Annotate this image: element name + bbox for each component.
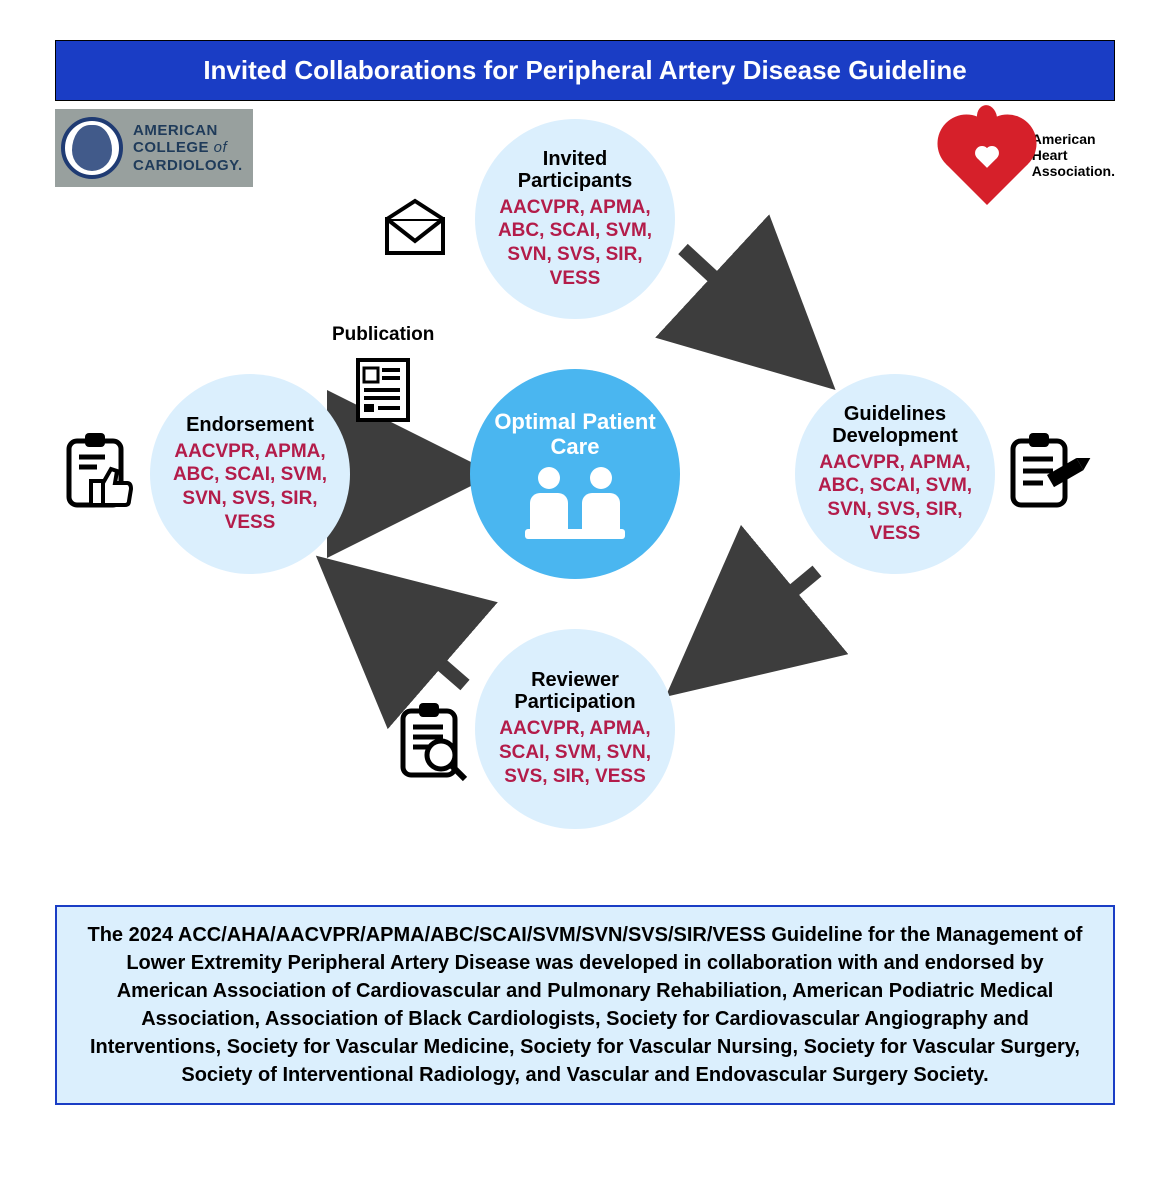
envelope-icon	[382, 199, 448, 257]
node-invited-participants: Invited Participants AACVPR, APMA, ABC, …	[475, 119, 675, 319]
desk-icon	[525, 529, 625, 539]
node-title: Invited Participants	[487, 148, 663, 192]
node-body: AACVPR, APMA, ABC, SCAI, SVM, SVN, SVS, …	[487, 196, 663, 291]
node-title: Reviewer Participation	[487, 669, 663, 713]
node-guidelines-development: Guidelines Development AACVPR, APMA, ABC…	[795, 374, 995, 574]
publication-label: Publication	[332, 324, 434, 346]
node-title: Endorsement	[186, 414, 314, 436]
center-title: Optimal Patient Care	[480, 409, 670, 460]
node-endorsement: Endorsement AACVPR, APMA, ABC, SCAI, SVM…	[150, 374, 350, 574]
diagram-area: AMERICAN COLLEGE of CARDIOLOGY. American…	[55, 109, 1115, 899]
node-body: AACVPR, APMA, ABC, SCAI, SVM, SVN, SVS, …	[162, 440, 338, 535]
magnify-clipboard-icon	[395, 699, 475, 785]
thumbs-up-clipboard-icon	[61, 429, 139, 513]
document-icon	[352, 354, 414, 426]
node-title: Guidelines Development	[807, 403, 983, 447]
node-optimal-patient-care: Optimal Patient Care	[470, 369, 680, 579]
node-reviewer-participation: Reviewer Participation AACVPR, APMA, SCA…	[475, 629, 675, 829]
pencil-clipboard-icon	[1005, 429, 1087, 513]
node-body: AACVPR, APMA, ABC, SCAI, SVM, SVN, SVS, …	[807, 451, 983, 546]
footer-description: The 2024 ACC/AHA/AACVPR/APMA/ABC/SCAI/SV…	[55, 905, 1115, 1105]
title-bar: Invited Collaborations for Peripheral Ar…	[55, 40, 1115, 101]
patient-care-icon	[526, 467, 624, 529]
node-body: AACVPR, APMA, SCAI, SVM, SVN, SVS, SIR, …	[487, 717, 663, 788]
